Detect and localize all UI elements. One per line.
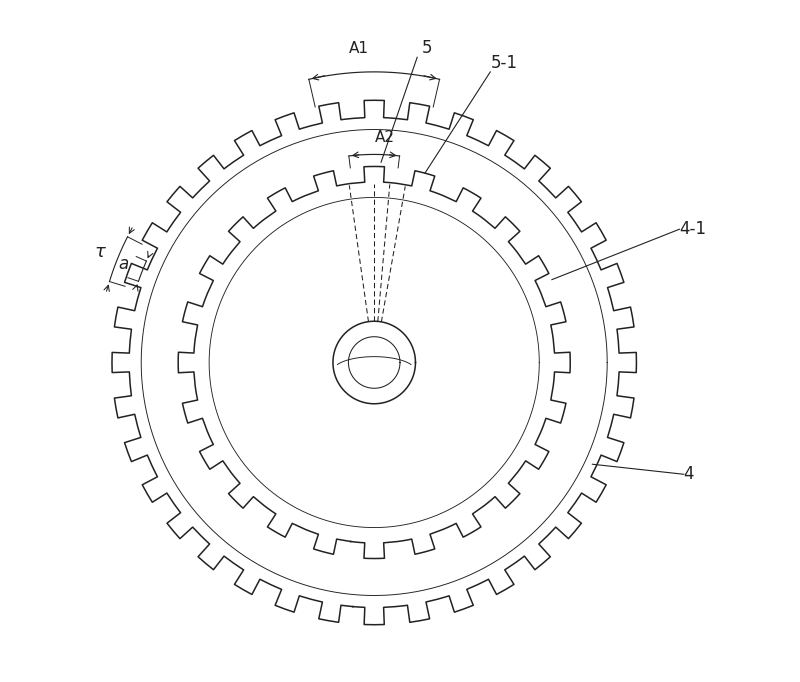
Text: A2: A2	[374, 130, 394, 145]
Text: A1: A1	[349, 42, 369, 57]
Text: 5: 5	[422, 40, 432, 57]
Text: 5-1: 5-1	[490, 54, 518, 72]
Text: 4: 4	[684, 465, 694, 484]
Text: $\tau$: $\tau$	[94, 243, 106, 261]
Text: a: a	[118, 254, 128, 273]
Text: 4-1: 4-1	[679, 220, 706, 238]
